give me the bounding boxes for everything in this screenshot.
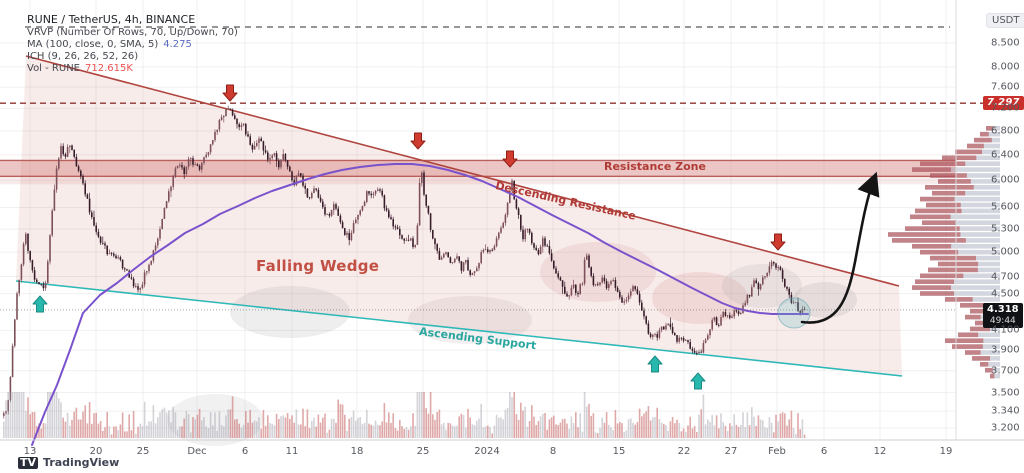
tradingview-logo[interactable]: TV TradingView <box>18 456 119 469</box>
time-tick-label: 25 <box>136 446 150 457</box>
time-tick-label: 8 <box>549 446 557 457</box>
price-tick-label: 5.600 <box>991 201 1020 213</box>
indicator-ma[interactable]: MA (100, close, 0, SMA, 5) 4.275 <box>27 39 192 51</box>
price-tick-label: 3.700 <box>991 365 1020 377</box>
price-tick-label: 6.400 <box>991 149 1020 161</box>
resistance-zone-label[interactable]: Resistance Zone <box>604 160 706 173</box>
candle-countdown: 49:44 <box>989 316 1016 326</box>
time-tick-label: Feb <box>768 446 786 457</box>
indicator-volume[interactable]: Vol - RUNE 712.615K <box>27 63 133 75</box>
time-tick-label: 22 <box>677 446 691 457</box>
time-tick-label: 19 <box>939 446 953 457</box>
price-tick-label: 3.340 <box>991 405 1020 417</box>
price-tick-label: 7.600 <box>991 81 1020 93</box>
time-tick-label: 6 <box>820 446 828 457</box>
price-tick-label: 4.500 <box>991 288 1020 300</box>
indicator-ma-value: 4.275 <box>163 39 192 50</box>
indicator-vrvp[interactable]: VRVP (Number Of Rows, 70, Up/Down, 70) <box>27 27 238 38</box>
time-axis[interactable] <box>0 441 1024 459</box>
symbol-title[interactable]: RUNE / TetherUS, 4h, BINANCE <box>27 13 196 26</box>
price-tick-label: 8.000 <box>991 61 1020 73</box>
indicator-ma-label: MA (100, close, 0, SMA, 5) <box>27 39 159 50</box>
alert-price-tag[interactable]: 7.297 <box>983 96 1024 110</box>
time-tick-label: Dec <box>187 446 207 457</box>
falling-wedge-label[interactable]: Falling Wedge <box>256 257 380 275</box>
time-tick-label: 13 <box>23 446 37 457</box>
price-tick-label: 6.000 <box>991 174 1020 186</box>
indicator-volume-value: 712.615K <box>85 63 133 74</box>
price-tick-label: 6.800 <box>991 125 1020 137</box>
last-price-tag: 4.318 49:44 <box>983 303 1023 328</box>
indicator-ichimoku[interactable]: ICH (9, 26, 26, 52, 26) <box>27 51 139 62</box>
price-tick-label: 7.200 <box>991 102 1020 114</box>
price-tick-label: 4.700 <box>991 271 1020 282</box>
price-tick-label: 4.100 <box>991 324 1020 336</box>
time-tick-label: 6 <box>241 446 249 457</box>
time-tick-label: 11 <box>285 446 299 457</box>
price-tick-label: 5.000 <box>991 246 1020 258</box>
price-tick-label: 5.300 <box>991 223 1020 235</box>
tradingview-logo-text: TradingView <box>43 456 120 469</box>
time-tick-label: 2024 <box>474 446 500 457</box>
price-tick-label: 8.500 <box>991 37 1020 49</box>
price-tick-label: 3.500 <box>991 387 1020 399</box>
time-tick-label: 25 <box>416 446 430 457</box>
time-tick-label: 27 <box>724 446 738 457</box>
price-tick-label: 3.900 <box>991 344 1020 356</box>
price-tick-label: 3.200 <box>991 422 1020 434</box>
currency-unit-chip: USDT <box>986 13 1024 28</box>
last-price-value: 4.318 <box>987 304 1019 315</box>
time-tick-label: 20 <box>89 446 103 457</box>
tradingview-logo-icon: TV <box>18 455 39 469</box>
time-tick-label: 15 <box>612 446 626 457</box>
time-tick-label: 12 <box>873 446 887 457</box>
indicator-volume-label: Vol - RUNE <box>27 63 80 74</box>
time-tick-label: 18 <box>350 446 364 457</box>
